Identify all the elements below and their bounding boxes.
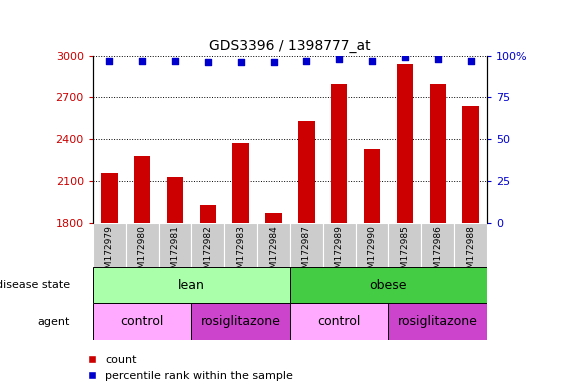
Bar (191, 303, 290, 340)
Bar (224, 223, 257, 267)
Bar (298, 121, 315, 223)
Text: GSM172989: GSM172989 (335, 225, 343, 280)
Point (335, 56, 344, 62)
Point (302, 58, 311, 64)
Bar (397, 64, 413, 223)
Legend: count, percentile rank within the sample: count, percentile rank within the sample (87, 355, 293, 381)
Bar (364, 149, 380, 223)
Bar (356, 223, 388, 267)
Text: rosiglitazone: rosiglitazone (201, 315, 280, 328)
Bar (265, 213, 282, 223)
Bar (430, 84, 446, 223)
Bar (421, 223, 454, 267)
Bar (200, 205, 216, 223)
Point (368, 58, 377, 64)
Text: GSM172988: GSM172988 (466, 225, 475, 280)
Point (466, 58, 475, 64)
Bar (323, 223, 356, 267)
Bar (134, 156, 150, 223)
Bar (331, 84, 347, 223)
Bar (126, 223, 159, 267)
Text: GSM172987: GSM172987 (302, 225, 311, 280)
Bar (93, 267, 290, 303)
Text: control: control (120, 315, 164, 328)
Text: GSM172982: GSM172982 (203, 225, 212, 280)
Text: agent: agent (38, 316, 70, 327)
Text: lean: lean (178, 279, 205, 291)
Point (236, 59, 245, 65)
Bar (388, 223, 421, 267)
Bar (257, 223, 290, 267)
Point (105, 58, 114, 64)
Bar (93, 303, 191, 340)
Text: GSM172981: GSM172981 (171, 225, 180, 280)
Text: GSM172980: GSM172980 (138, 225, 146, 280)
Text: GSM172983: GSM172983 (236, 225, 245, 280)
Point (171, 58, 180, 64)
Bar (290, 267, 487, 303)
Bar (167, 177, 183, 223)
Point (400, 54, 409, 60)
Bar (101, 172, 118, 223)
Text: GSM172985: GSM172985 (400, 225, 409, 280)
Bar (233, 143, 249, 223)
Bar (462, 106, 479, 223)
Text: obese: obese (370, 279, 407, 291)
Text: GSM172979: GSM172979 (105, 225, 114, 280)
Text: rosiglitazone: rosiglitazone (398, 315, 477, 328)
Point (269, 59, 278, 65)
Bar (290, 303, 388, 340)
Bar (93, 223, 126, 267)
Text: GSM172990: GSM172990 (368, 225, 377, 280)
Bar (290, 223, 323, 267)
Text: GSM172986: GSM172986 (434, 225, 442, 280)
Bar (388, 303, 487, 340)
Bar (454, 223, 487, 267)
Text: control: control (318, 315, 361, 328)
Point (434, 56, 443, 62)
Point (203, 59, 212, 65)
Title: GDS3396 / 1398777_at: GDS3396 / 1398777_at (209, 39, 371, 53)
Text: disease state: disease state (0, 280, 70, 290)
Bar (191, 223, 224, 267)
Text: GSM172984: GSM172984 (269, 225, 278, 280)
Bar (159, 223, 191, 267)
Point (138, 58, 147, 64)
